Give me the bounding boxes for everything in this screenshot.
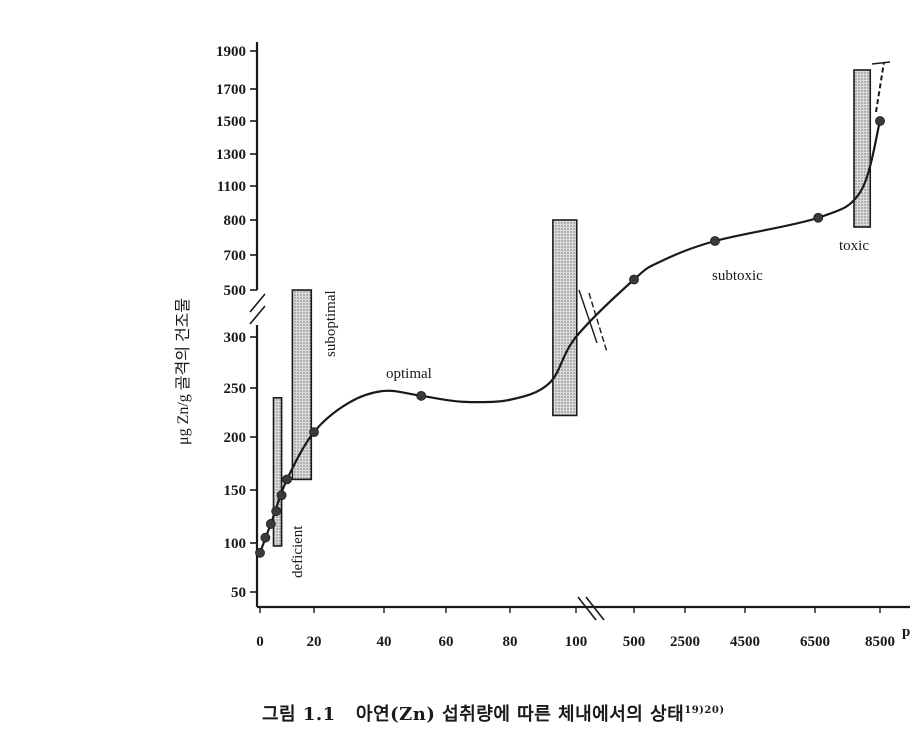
y-axis-label: μg Zn/g 골격의 건조물 [174, 298, 192, 445]
y-tick-label: 1100 [217, 179, 246, 195]
x-tick-label: 60 [439, 634, 454, 650]
x-axis-break-mark [577, 596, 597, 621]
series-line-dashed-extension [875, 61, 885, 113]
data-point [265, 519, 276, 529]
data-points [255, 116, 885, 558]
label-suboptimal: suboptimal [323, 290, 339, 357]
region-box [552, 219, 578, 417]
x-tick-label: 0 [256, 634, 264, 650]
region-boxes [272, 69, 872, 547]
data-point [416, 390, 427, 401]
series-line [258, 120, 882, 554]
curve-end-cap [871, 61, 891, 65]
curve-break-mark [578, 289, 598, 344]
x-axis-break-mark [585, 596, 605, 621]
x-tick-label: 80 [503, 634, 518, 650]
data-point [629, 274, 639, 285]
figure-number: 그림 1.1 [262, 704, 336, 725]
x-tick-label: 500 [623, 634, 646, 650]
x-axis-end-fragment: p [902, 624, 910, 640]
data-point [276, 490, 287, 501]
y-tick-label: 500 [224, 283, 247, 299]
caption-references: 19)20) [684, 705, 725, 716]
data-point [875, 116, 885, 126]
y-ticks: 50 100 150 200 250 300 500 700 800 1100 1300 1500 17… [216, 44, 257, 601]
y-tick-label: 1300 [216, 147, 246, 163]
x-tick-label: 6500 [800, 634, 830, 650]
data-point [271, 506, 282, 517]
y-tick-label: 150 [224, 483, 247, 499]
y-tick-label: 250 [224, 381, 247, 397]
x-tick-label: 100 [565, 634, 588, 650]
data-point [260, 532, 271, 543]
y-axis-break-mark [249, 305, 266, 325]
curve-break-mark [588, 292, 608, 353]
y-tick-label: 700 [224, 248, 247, 264]
y-tick-label: 300 [224, 330, 247, 346]
figure-caption: 그림 1.1 아연(Zn) 섭취량에 따른 체내에서의 상태19)20) [262, 700, 725, 726]
label-deficient: deficient [290, 525, 306, 578]
y-tick-label: 100 [224, 536, 247, 552]
x-ticks: 0 20 40 60 80 100 500 2500 4500 6500 8500 [256, 607, 895, 650]
data-point [255, 547, 265, 558]
y-tick-label: 50 [231, 585, 246, 601]
y-tick-label: 1700 [216, 82, 246, 98]
x-tick-label: 2500 [670, 634, 700, 650]
label-subtoxic: subtoxic [712, 268, 763, 284]
y-tick-label: 1900 [216, 44, 246, 60]
y-tick-label: 800 [224, 213, 247, 229]
label-optimal: optimal [386, 366, 432, 382]
x-tick-label: 20 [307, 634, 322, 650]
x-tick-label: 8500 [865, 634, 895, 650]
data-point [813, 212, 824, 223]
caption-text: 아연(Zn) 섭취량에 따른 체내에서의 상태 [356, 704, 685, 725]
data-point [710, 236, 720, 246]
y-axis-break-mark [249, 293, 266, 313]
y-tick-label: 1500 [216, 114, 246, 130]
y-tick-label: 200 [224, 430, 247, 446]
x-tick-label: 40 [377, 634, 392, 650]
region-box-deficient [272, 396, 283, 547]
region-box-toxic [853, 69, 872, 228]
data-point [309, 427, 319, 438]
data-point [282, 474, 292, 485]
label-toxic: toxic [839, 238, 869, 254]
region-box-suboptimal [291, 289, 313, 481]
x-tick-label: 4500 [730, 634, 760, 650]
